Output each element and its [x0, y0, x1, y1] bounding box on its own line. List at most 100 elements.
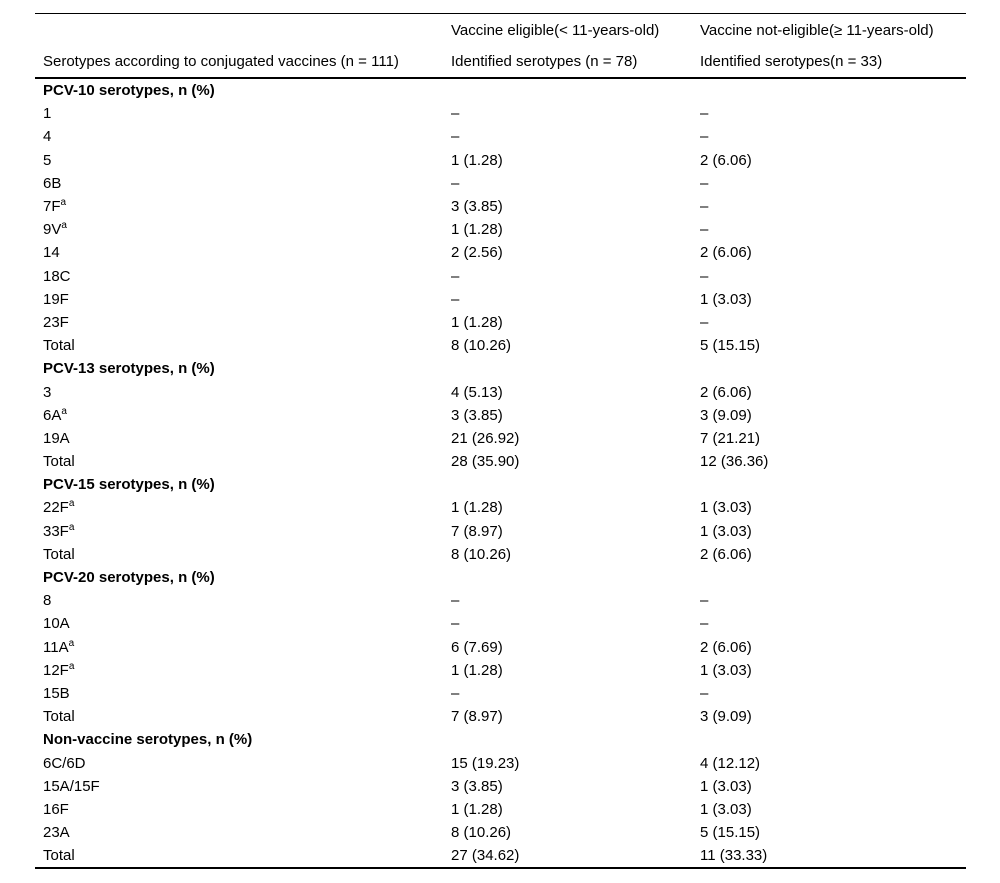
not-eligible-count-cell: 1 (3.03): [700, 777, 752, 795]
not-eligible-count-cell: 3 (9.09): [700, 406, 752, 424]
group-header-row: Vaccine eligible(< 11-years-old) Vaccine…: [35, 14, 966, 47]
not-eligible-count-cell: –: [700, 267, 709, 285]
table-row: 5 1 (1.28) 2 (6.06): [35, 149, 966, 172]
not-eligible-count-cell: 5 (15.15): [700, 337, 761, 355]
sub-header-row: Serotypes according to conjugated vaccin…: [35, 46, 966, 78]
section-header-row: PCV-15 serotypes, n (%): [35, 473, 966, 496]
not-eligible-count-cell: –: [700, 128, 709, 146]
section-header-row: PCV-20 serotypes, n (%): [35, 566, 966, 589]
column-header-serotypes: Serotypes according to conjugated vaccin…: [43, 53, 399, 70]
footnote-marker: a: [68, 660, 75, 672]
serotype-table: Vaccine eligible(< 11-years-old) Vaccine…: [35, 13, 966, 870]
eligible-count-cell: –: [451, 592, 460, 610]
not-eligible-count-cell: 1 (3.03): [700, 499, 752, 517]
table-row: Total 7 (8.97) 3 (9.09): [35, 705, 966, 728]
table-row: 33Fa 7 (8.97) 1 (3.03): [35, 520, 966, 543]
table-row: 6Aa 3 (3.85) 3 (9.09): [35, 404, 966, 427]
serotype-cell: 33Fa: [43, 521, 75, 540]
table-row: 12Fa 1 (1.28) 1 (3.03): [35, 659, 966, 682]
not-eligible-count-cell: 1 (3.03): [700, 522, 752, 540]
eligible-count-cell: 8 (10.26): [451, 824, 512, 842]
serotype-cell: 15B: [43, 684, 70, 702]
footnote-marker: a: [60, 197, 67, 209]
serotype-cell: 1: [43, 105, 52, 123]
serotype-table-container: Vaccine eligible(< 11-years-old) Vaccine…: [35, 13, 966, 870]
serotype-cell: 16F: [43, 800, 69, 818]
table-row: 4 – –: [35, 125, 966, 148]
not-eligible-count-cell: –: [700, 221, 709, 239]
not-eligible-count-cell: 2 (6.06): [700, 638, 752, 656]
table-row: 10A – –: [35, 612, 966, 635]
not-eligible-count-cell: –: [700, 684, 709, 702]
serotype-cell: 14: [43, 244, 60, 262]
serotype-cell: 9Va: [43, 220, 67, 239]
section-header-row: PCV-10 serotypes, n (%): [35, 78, 966, 102]
table-row: 3 4 (5.13) 2 (6.06): [35, 380, 966, 403]
serotype-cell: 3: [43, 383, 52, 401]
eligible-count-cell: 8 (10.26): [451, 545, 512, 563]
serotype-cell: 15A/15F: [43, 777, 100, 795]
serotype-cell: 18C: [43, 267, 71, 285]
table-row: 23F 1 (1.28) –: [35, 311, 966, 334]
table-row: 16F 1 (1.28) 1 (3.03): [35, 798, 966, 821]
serotype-cell: Total: [43, 847, 75, 865]
eligible-count-cell: 2 (2.56): [451, 244, 503, 262]
eligible-count-cell: 1 (1.28): [451, 221, 503, 239]
section-header-row: Non-vaccine serotypes, n (%): [35, 728, 966, 751]
eligible-count-cell: 28 (35.90): [451, 453, 520, 471]
table-row: 15B – –: [35, 682, 966, 705]
not-eligible-count-cell: 1 (3.03): [700, 800, 752, 818]
serotype-cell: 5: [43, 151, 52, 169]
eligible-count-cell: –: [451, 105, 460, 123]
section-title: PCV-13 serotypes, n (%): [43, 360, 215, 378]
eligible-count-cell: –: [451, 174, 460, 192]
eligible-count-cell: 7 (8.97): [451, 708, 503, 726]
eligible-count-cell: 1 (1.28): [451, 661, 503, 679]
table-row: Total 28 (35.90) 12 (36.36): [35, 450, 966, 473]
serotype-cell: 4: [43, 128, 52, 146]
table-row: Total 8 (10.26) 2 (6.06): [35, 543, 966, 566]
footnote-marker: a: [61, 405, 67, 417]
serotype-cell: 23A: [43, 824, 70, 842]
group-header-not-eligible: Vaccine not-eligible(≥ 11-years-old): [700, 21, 934, 39]
table-row: 6C/6D 15 (19.23) 4 (12.12): [35, 751, 966, 774]
eligible-count-cell: 3 (3.85): [451, 777, 503, 795]
table-row: 14 2 (2.56) 2 (6.06): [35, 241, 966, 264]
serotype-cell: Total: [43, 545, 75, 563]
eligible-count-cell: –: [451, 615, 460, 633]
serotype-cell: Total: [43, 453, 75, 471]
table-row: Total 27 (34.62) 11 (33.33): [35, 844, 966, 868]
table-row: 18C – –: [35, 265, 966, 288]
eligible-count-cell: –: [451, 684, 460, 702]
section-title: PCV-20 serotypes, n (%): [43, 569, 215, 587]
not-eligible-count-cell: 1 (3.03): [700, 661, 752, 679]
table-row: 7Fa 3 (3.85) –: [35, 195, 966, 218]
footnote-marker: a: [61, 220, 67, 232]
eligible-count-cell: 1 (1.28): [451, 800, 503, 818]
not-eligible-count-cell: –: [700, 198, 709, 216]
eligible-count-cell: 3 (3.85): [451, 198, 503, 216]
serotype-cell: 19A: [43, 429, 70, 447]
eligible-count-cell: 1 (1.28): [451, 151, 503, 169]
not-eligible-count-cell: –: [700, 615, 709, 633]
table-row: 23A 8 (10.26) 5 (15.15): [35, 821, 966, 844]
not-eligible-count-cell: 3 (9.09): [700, 708, 752, 726]
serotype-cell: 6C/6D: [43, 754, 86, 772]
section-header-row: PCV-13 serotypes, n (%): [35, 357, 966, 380]
table-row: 9Va 1 (1.28) –: [35, 218, 966, 241]
serotype-cell: Total: [43, 708, 75, 726]
eligible-count-cell: 3 (3.85): [451, 406, 503, 424]
eligible-count-cell: 15 (19.23): [451, 754, 520, 772]
eligible-count-cell: –: [451, 128, 460, 146]
not-eligible-count-cell: 11 (33.33): [700, 847, 768, 865]
column-header-identified-eligible: Identified serotypes (n = 78): [451, 53, 638, 70]
section-title: PCV-10 serotypes, n (%): [43, 82, 215, 100]
eligible-count-cell: 6 (7.69): [451, 638, 503, 656]
serotype-cell: 12Fa: [43, 660, 75, 679]
serotype-cell: 22Fa: [43, 498, 75, 517]
table-row: 19A 21 (26.92) 7 (21.21): [35, 427, 966, 450]
footnote-marker: a: [68, 498, 75, 510]
footnote-marker: a: [68, 637, 75, 649]
not-eligible-count-cell: 2 (6.06): [700, 545, 752, 563]
eligible-count-cell: 1 (1.28): [451, 499, 503, 517]
